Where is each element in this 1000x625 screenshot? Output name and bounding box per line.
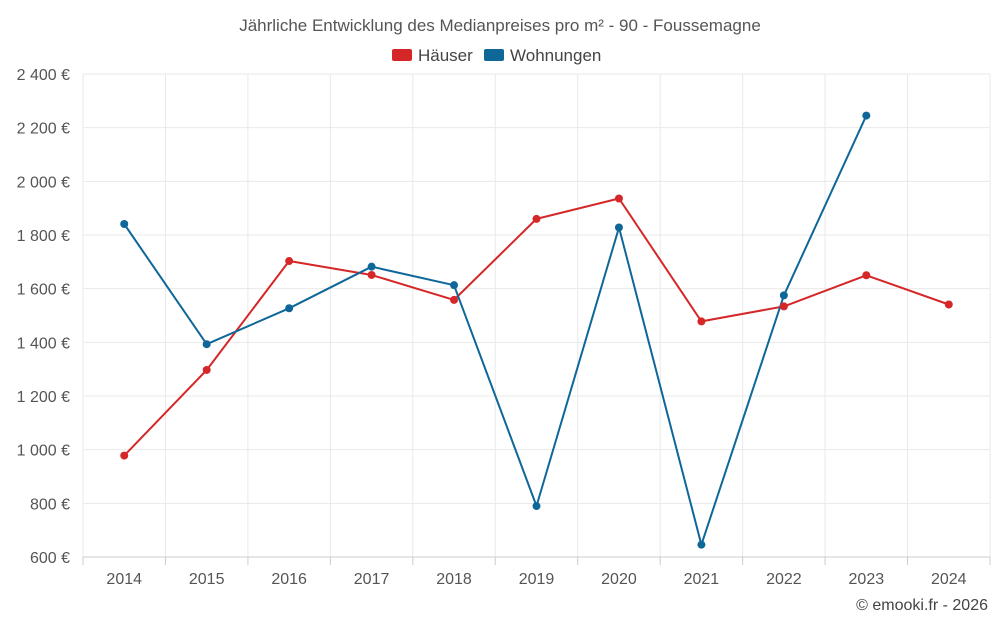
x-tick-label: 2024 bbox=[931, 571, 967, 588]
series-points bbox=[120, 111, 953, 549]
data-point-haeuser-2015[interactable] bbox=[202, 365, 211, 374]
x-tick-label: 2016 bbox=[271, 571, 307, 588]
legend-swatch-haeuser bbox=[392, 49, 412, 61]
x-tick-label: 2014 bbox=[106, 571, 142, 588]
data-point-wohnungen-2020[interactable] bbox=[614, 223, 623, 232]
data-point-haeuser-2017[interactable] bbox=[367, 270, 376, 279]
legend-item-wohnungen[interactable]: Wohnungen bbox=[484, 46, 601, 65]
y-tick-label: 800 € bbox=[30, 496, 70, 513]
axes: 600 € 800 € 1 000 € 1 200 € 1 400 € 1 600 € 1 … bbox=[17, 67, 991, 588]
y-tick-label: 1 000 € bbox=[17, 443, 70, 460]
y-tick-label: 1 600 € bbox=[17, 282, 70, 299]
data-point-haeuser-2024[interactable] bbox=[944, 300, 953, 309]
x-tick-label: 2023 bbox=[849, 571, 885, 588]
legend-item-haeuser[interactable]: Häuser bbox=[392, 46, 473, 65]
data-point-wohnungen-2014[interactable] bbox=[120, 219, 129, 228]
data-point-haeuser-2014[interactable] bbox=[120, 451, 129, 460]
data-point-haeuser-2019[interactable] bbox=[532, 214, 541, 223]
data-point-wohnungen-2016[interactable] bbox=[285, 304, 294, 313]
legend: Häuser Wohnungen bbox=[392, 46, 601, 65]
y-tick-label: 600 € bbox=[30, 550, 70, 567]
data-point-wohnungen-2018[interactable] bbox=[450, 281, 459, 290]
data-point-haeuser-2016[interactable] bbox=[285, 257, 294, 266]
y-tick-label: 1 400 € bbox=[17, 335, 70, 352]
x-tick-label: 2020 bbox=[601, 571, 637, 588]
credit-text: © emooki.fr - 2026 bbox=[856, 597, 988, 614]
legend-label-haeuser: Häuser bbox=[418, 46, 473, 65]
data-point-haeuser-2023[interactable] bbox=[862, 271, 871, 280]
chart-title: Jährliche Entwicklung des Medianpreises … bbox=[239, 16, 761, 35]
grid bbox=[82, 73, 991, 557]
x-tick-label: 2019 bbox=[519, 571, 555, 588]
data-point-wohnungen-2019[interactable] bbox=[532, 502, 541, 511]
y-tick-label: 2 400 € bbox=[17, 67, 70, 84]
data-point-wohnungen-2021[interactable] bbox=[697, 540, 706, 549]
y-tick-label: 1 800 € bbox=[17, 228, 70, 245]
x-tick-label: 2015 bbox=[189, 571, 225, 588]
data-point-wohnungen-2017[interactable] bbox=[367, 262, 376, 271]
series-line-wohnungen bbox=[123, 115, 868, 546]
data-point-haeuser-2020[interactable] bbox=[614, 194, 623, 203]
data-point-haeuser-2021[interactable] bbox=[697, 317, 706, 326]
data-point-wohnungen-2022[interactable] bbox=[779, 291, 788, 300]
data-point-haeuser-2022[interactable] bbox=[779, 302, 788, 311]
x-tick-label: 2018 bbox=[436, 571, 472, 588]
data-point-haeuser-2018[interactable] bbox=[450, 295, 459, 304]
x-tick-label: 2017 bbox=[354, 571, 390, 588]
x-tick-label: 2021 bbox=[684, 571, 720, 588]
y-tick-label: 2 200 € bbox=[17, 121, 70, 138]
legend-label-wohnungen: Wohnungen bbox=[510, 46, 601, 65]
y-tick-label: 2 000 € bbox=[17, 174, 70, 191]
data-point-wohnungen-2023[interactable] bbox=[862, 111, 871, 120]
data-point-wohnungen-2015[interactable] bbox=[202, 340, 211, 349]
x-tick-label: 2022 bbox=[766, 571, 802, 588]
legend-swatch-wohnungen bbox=[484, 49, 504, 61]
y-tick-label: 1 200 € bbox=[17, 389, 70, 406]
